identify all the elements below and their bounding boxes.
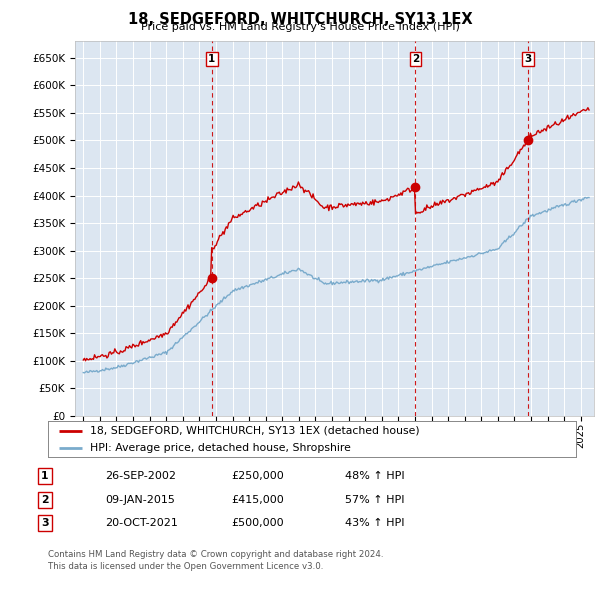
Text: Price paid vs. HM Land Registry's House Price Index (HPI): Price paid vs. HM Land Registry's House …: [140, 22, 460, 32]
Text: £500,000: £500,000: [231, 519, 284, 528]
Text: 18, SEDGEFORD, WHITCHURCH, SY13 1EX: 18, SEDGEFORD, WHITCHURCH, SY13 1EX: [128, 12, 472, 27]
Text: 20-OCT-2021: 20-OCT-2021: [105, 519, 178, 528]
Text: 3: 3: [524, 54, 531, 64]
Text: £415,000: £415,000: [231, 495, 284, 504]
Text: 43% ↑ HPI: 43% ↑ HPI: [345, 519, 404, 528]
Text: 2: 2: [41, 495, 49, 504]
Text: 48% ↑ HPI: 48% ↑ HPI: [345, 471, 404, 481]
Text: £250,000: £250,000: [231, 471, 284, 481]
Text: 09-JAN-2015: 09-JAN-2015: [105, 495, 175, 504]
Text: Contains HM Land Registry data © Crown copyright and database right 2024.
This d: Contains HM Land Registry data © Crown c…: [48, 550, 383, 571]
Text: 26-SEP-2002: 26-SEP-2002: [105, 471, 176, 481]
Text: 2: 2: [412, 54, 419, 64]
Text: 3: 3: [41, 519, 49, 528]
Text: 1: 1: [208, 54, 215, 64]
Text: HPI: Average price, detached house, Shropshire: HPI: Average price, detached house, Shro…: [90, 443, 351, 453]
Text: 18, SEDGEFORD, WHITCHURCH, SY13 1EX (detached house): 18, SEDGEFORD, WHITCHURCH, SY13 1EX (det…: [90, 425, 420, 435]
Text: 57% ↑ HPI: 57% ↑ HPI: [345, 495, 404, 504]
Text: 1: 1: [41, 471, 49, 481]
